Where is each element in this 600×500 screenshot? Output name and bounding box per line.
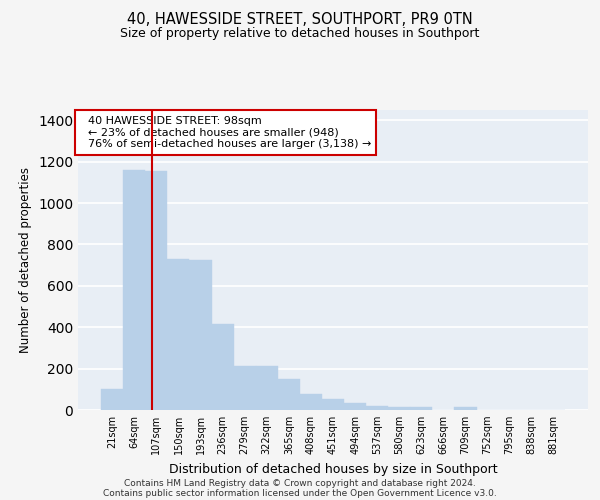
Bar (410, 407, 433, 410)
Bar (101, 390, 123, 410)
X-axis label: Distribution of detached houses by size in Southport: Distribution of detached houses by size … (169, 462, 497, 475)
Y-axis label: Number of detached properties: Number of detached properties (19, 167, 32, 353)
Text: 40, HAWESSIDE STREET, SOUTHPORT, PR9 0TN: 40, HAWESSIDE STREET, SOUTHPORT, PR9 0TN (127, 12, 473, 28)
Bar (123, 170, 145, 410)
Bar (145, 171, 167, 410)
Bar (167, 259, 190, 410)
Bar (454, 408, 476, 410)
Bar (256, 366, 278, 410)
Bar (212, 324, 233, 410)
Text: Size of property relative to detached houses in Southport: Size of property relative to detached ho… (121, 28, 479, 40)
Text: Contains public sector information licensed under the Open Government Licence v3: Contains public sector information licen… (103, 488, 497, 498)
Bar (366, 406, 388, 410)
Bar (344, 403, 366, 410)
Bar (190, 260, 212, 410)
Bar (300, 394, 322, 410)
Bar (278, 379, 300, 410)
Text: Contains HM Land Registry data © Crown copyright and database right 2024.: Contains HM Land Registry data © Crown c… (124, 478, 476, 488)
Bar (388, 407, 410, 410)
Bar (233, 366, 256, 410)
Text: 40 HAWESSIDE STREET: 98sqm
  ← 23% of detached houses are smaller (948)
  76% of: 40 HAWESSIDE STREET: 98sqm ← 23% of deta… (80, 116, 371, 149)
Bar (322, 398, 344, 410)
